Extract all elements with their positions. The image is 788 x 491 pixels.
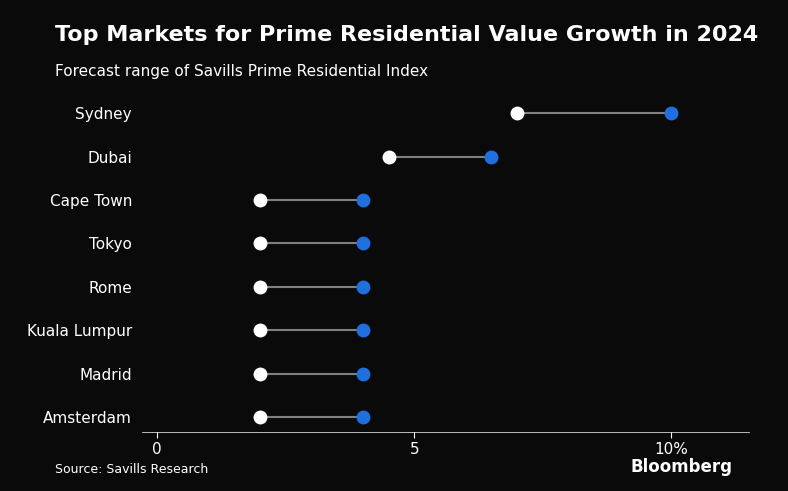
Point xyxy=(254,240,266,247)
Point xyxy=(254,413,266,421)
Point xyxy=(254,283,266,291)
Point xyxy=(254,370,266,378)
Point xyxy=(357,370,370,378)
Point xyxy=(665,109,678,117)
Point xyxy=(254,196,266,204)
Text: Forecast range of Savills Prime Residential Index: Forecast range of Savills Prime Resident… xyxy=(55,64,429,79)
Point xyxy=(357,413,370,421)
Point xyxy=(382,153,395,161)
Point xyxy=(511,109,523,117)
Text: Bloomberg: Bloomberg xyxy=(631,458,733,476)
Point xyxy=(254,326,266,334)
Text: Top Markets for Prime Residential Value Growth in 2024: Top Markets for Prime Residential Value … xyxy=(55,25,758,45)
Text: Source: Savills Research: Source: Savills Research xyxy=(55,464,208,476)
Point xyxy=(357,240,370,247)
Point xyxy=(485,153,498,161)
Point xyxy=(357,196,370,204)
Point xyxy=(357,283,370,291)
Point xyxy=(357,326,370,334)
